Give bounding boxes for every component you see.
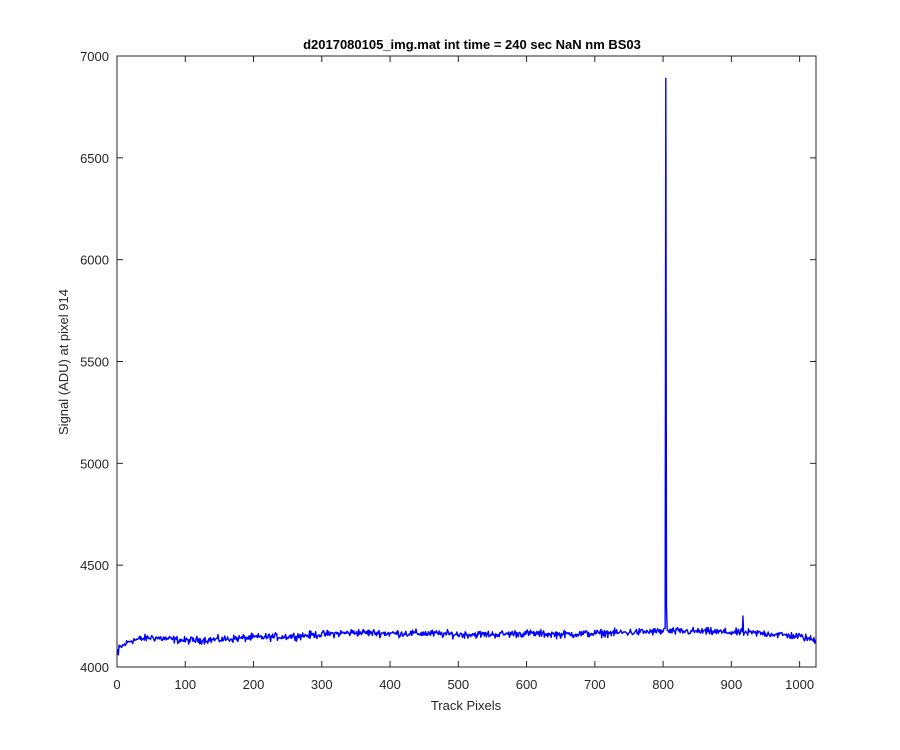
- y-tick-label: 6500: [80, 151, 109, 166]
- x-tick-label: 500: [447, 677, 469, 692]
- y-tick-label: 4000: [80, 660, 109, 675]
- x-tick-label: 400: [379, 677, 401, 692]
- x-axis: 0 100 200 300 400 500 600 700 800 900 1000: [113, 56, 814, 692]
- y-tick-label: 5000: [80, 456, 109, 471]
- signal-series-line: [116, 77, 817, 656]
- x-tick-label: 800: [652, 677, 674, 692]
- x-tick-label: 200: [243, 677, 265, 692]
- y-tick-label: 4500: [80, 558, 109, 573]
- x-tick-label: 0: [113, 677, 120, 692]
- axes-box: [116, 55, 817, 668]
- x-tick-label: 900: [721, 677, 743, 692]
- y-axis-label: Signal (ADU) at pixel 914: [56, 289, 71, 435]
- y-tick-label: 7000: [80, 49, 109, 64]
- chart-title: d2017080105_img.mat int time = 240 sec N…: [303, 37, 641, 52]
- x-tick-label: 700: [584, 677, 606, 692]
- x-tick-label: 600: [516, 677, 538, 692]
- x-tick-label: 1000: [785, 677, 814, 692]
- y-tick-label: 6000: [80, 253, 109, 268]
- plot-area: [116, 55, 817, 668]
- y-axis: 4000 4500 5000 5500 6000 6500 7000: [80, 49, 816, 675]
- y-tick-label: 5500: [80, 355, 109, 370]
- x-tick-label: 300: [311, 677, 333, 692]
- x-tick-label: 100: [174, 677, 196, 692]
- x-axis-label: Track Pixels: [431, 698, 502, 713]
